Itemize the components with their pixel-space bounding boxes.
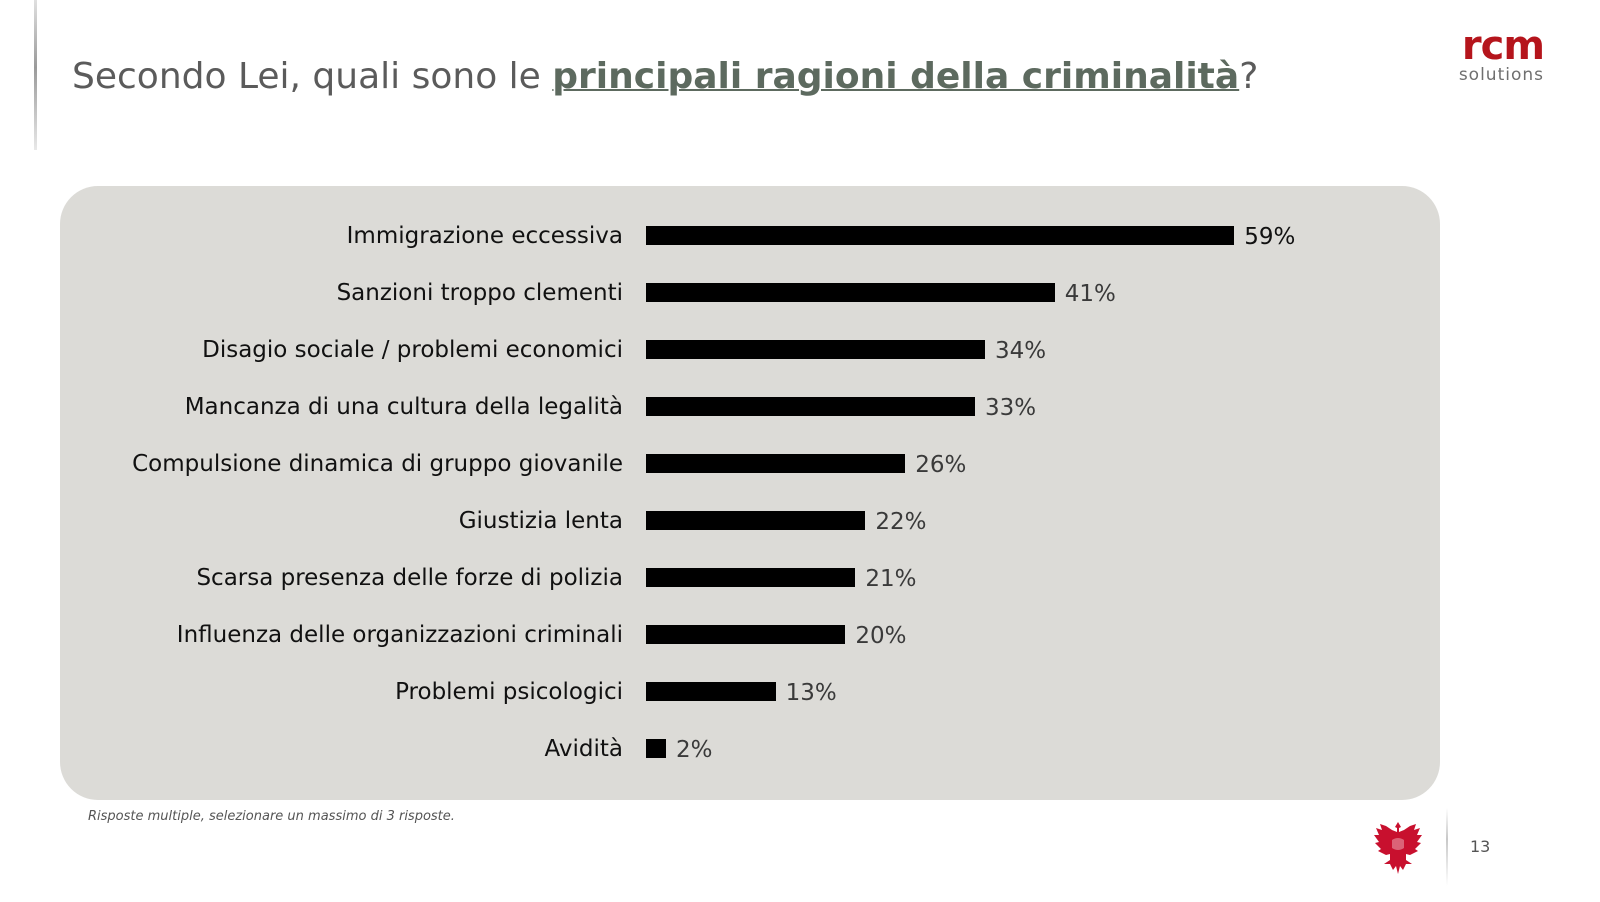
logo-sub-text: solutions — [1458, 65, 1544, 85]
bar — [646, 283, 1055, 302]
bar-category-label: Giustizia lenta — [458, 508, 623, 534]
bar — [646, 454, 906, 473]
page-number: 13 — [1470, 837, 1491, 856]
bar-row: Influenza delle organizzazioni criminali… — [60, 619, 1440, 649]
logo-main-text: rcm — [1461, 23, 1545, 69]
bar — [646, 397, 975, 416]
bar — [646, 226, 1235, 245]
bar-row: Problemi psicologici 13% — [60, 676, 1440, 706]
bar-row: Giustizia lenta 22% — [60, 505, 1440, 535]
bar-category-label: Immigrazione eccessiva — [346, 223, 623, 249]
title-highlight: principali ragioni della criminalità — [552, 56, 1240, 97]
slide-title: Secondo Lei, quali sono le principali ra… — [72, 56, 1258, 97]
bar-row: Immigrazione eccessiva 59% — [60, 220, 1440, 250]
bar-row: Mancanza di una cultura della legalità 33… — [60, 391, 1440, 421]
chart-panel: Immigrazione eccessiva 59% Sanzioni troppo… — [60, 186, 1440, 800]
bar-row: Compulsione dinamica di gruppo giovanile… — [60, 448, 1440, 478]
bar-category-label: Problemi psicologici — [395, 679, 623, 705]
bar-value-label: 13% — [785, 680, 837, 706]
title-prefix: Secondo Lei, quali sono le — [72, 56, 553, 97]
title-suffix: ? — [1239, 56, 1259, 97]
bar-value-label: 26% — [915, 452, 967, 478]
bar — [646, 340, 985, 359]
bar-category-label: Influenza delle organizzazioni criminali — [176, 622, 623, 648]
bar — [646, 739, 666, 758]
page-number-rule — [1446, 808, 1448, 886]
bar — [646, 568, 856, 587]
bar-value-label: 41% — [1064, 281, 1116, 307]
bar — [646, 511, 866, 530]
bar-value-label: 22% — [875, 509, 927, 535]
bar-row: Scarsa presenza delle forze di polizia 21… — [60, 562, 1440, 592]
bar-value-label: 33% — [985, 395, 1037, 421]
eagle-emblem-icon — [1374, 822, 1422, 874]
bar-category-label: Mancanza di una cultura della legalità — [184, 394, 623, 420]
bar-value-label: 59% — [1244, 224, 1296, 250]
bar-category-label: Disagio sociale / problemi economici — [202, 337, 623, 363]
bar — [646, 682, 776, 701]
bar-category-label: Sanzioni troppo clementi — [336, 280, 623, 306]
bar-value-label: 20% — [855, 623, 907, 649]
rcm-logo: rcm solutions — [1458, 23, 1545, 85]
bar-row: Avidità 2% — [60, 733, 1440, 763]
bar-category-label: Avidità — [544, 736, 624, 762]
footnote: Risposte multiple, selezionare un massim… — [88, 809, 455, 824]
bar-value-label: 21% — [865, 566, 917, 592]
bar-value-label: 34% — [994, 338, 1047, 364]
bar-category-label: Scarsa presenza delle forze di polizia — [196, 565, 623, 591]
bar-value-label: 2% — [675, 737, 713, 763]
bar-category-label: Compulsione dinamica di gruppo giovanile — [132, 451, 623, 477]
bar-row: Disagio sociale / problemi economici 34% — [60, 334, 1440, 364]
left-decorative-rule — [34, 0, 37, 150]
bar-row: Sanzioni troppo clementi 41% — [60, 277, 1440, 307]
bar — [646, 625, 846, 644]
